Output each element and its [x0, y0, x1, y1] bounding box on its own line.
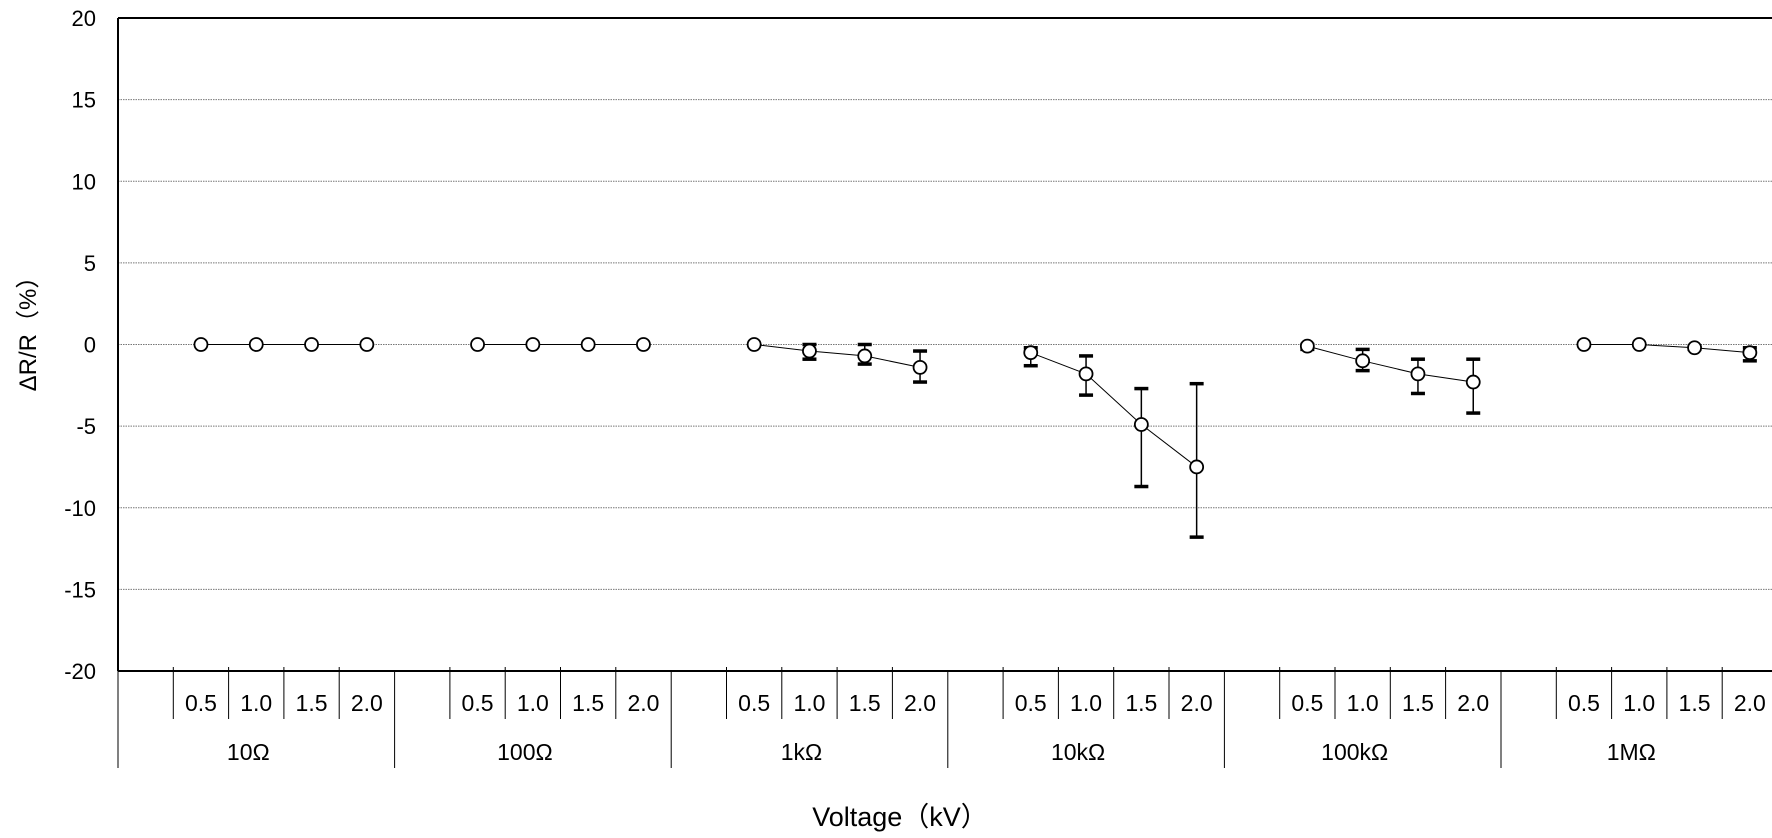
y-tick-labels: 20 15 10 5 0 -5 -10 -15 -20 — [64, 6, 96, 684]
voltage-tick-label: 1.5 — [572, 690, 604, 716]
series-line — [1307, 345, 1474, 383]
y-tick-label: 5 — [84, 251, 96, 276]
y-tick-label: 15 — [72, 88, 96, 113]
data-point — [1465, 374, 1481, 390]
y-tick-label: -10 — [64, 496, 96, 521]
voltage-tick-label: 0.5 — [462, 690, 494, 716]
resistance-group-label: 10Ω — [227, 739, 270, 765]
data-point — [1078, 366, 1094, 382]
data-point — [636, 337, 651, 352]
gridlines — [118, 99, 1772, 590]
data-point — [1410, 366, 1426, 382]
data-point — [1576, 337, 1592, 352]
voltage-tick-label: 1.5 — [849, 690, 881, 716]
voltage-tick-label: 2.0 — [1457, 690, 1489, 716]
axes — [117, 17, 1772, 672]
data-point — [1023, 345, 1039, 361]
resistance-group-label: 100kΩ — [1321, 739, 1388, 765]
data-point — [912, 359, 928, 375]
voltage-tick-label: 0.5 — [185, 690, 217, 716]
resistance-group-label: 1MΩ — [1607, 739, 1656, 765]
voltage-tick-label: 1.0 — [1623, 690, 1655, 716]
voltage-tick-label: 2.0 — [627, 690, 659, 716]
voltage-tick-label: 1.0 — [240, 690, 272, 716]
voltage-tick-label: 0.5 — [1568, 690, 1600, 716]
voltage-tick-label: 1.0 — [517, 690, 549, 716]
voltage-tick-label: 1.0 — [1070, 690, 1102, 716]
voltage-tick-label: 0.5 — [1015, 690, 1047, 716]
y-tick-label: -15 — [64, 577, 96, 602]
voltage-tick-label: 2.0 — [1734, 690, 1766, 716]
voltage-tick-label: 1.5 — [1125, 690, 1157, 716]
data-point — [746, 337, 762, 352]
y-tick-label: -5 — [76, 414, 96, 439]
voltage-tick-label: 1.0 — [1347, 690, 1379, 716]
data-point — [1189, 459, 1205, 475]
voltage-tick-label: 0.5 — [1291, 690, 1323, 716]
y-tick-label: 20 — [72, 6, 96, 31]
x-axis-label: Voltage（kV） — [812, 802, 988, 832]
data-point — [1687, 340, 1702, 356]
series-line — [1030, 352, 1197, 468]
data-point — [1742, 345, 1758, 361]
voltage-tick-label: 2.0 — [904, 690, 936, 716]
series-line — [1583, 344, 1750, 354]
resistance-group-label: 100Ω — [497, 739, 553, 765]
data-point — [802, 343, 817, 359]
data-point — [193, 337, 209, 352]
voltage-tick-label: 0.5 — [738, 690, 770, 716]
data-point — [1133, 417, 1149, 432]
data-point — [359, 337, 375, 352]
y-tick-label: -20 — [64, 659, 96, 684]
resistance-group-label: 1kΩ — [781, 739, 823, 765]
data-point — [857, 348, 873, 364]
y-tick-label: 0 — [84, 333, 96, 358]
y-axis-label: ΔR/R（%） — [15, 265, 42, 392]
data-point — [580, 337, 596, 352]
voltage-tick-label: 2.0 — [1181, 690, 1213, 716]
data-point — [1631, 337, 1647, 352]
voltage-tick-label: 1.5 — [1402, 690, 1434, 716]
voltage-tick-label: 2.0 — [351, 690, 383, 716]
data-series — [193, 337, 1758, 539]
data-point — [248, 337, 264, 352]
voltage-tick-label: 1.5 — [296, 690, 328, 716]
data-point — [525, 337, 541, 352]
voltage-tick-label: 1.5 — [1679, 690, 1711, 716]
data-point — [470, 337, 485, 352]
series-line — [754, 344, 921, 368]
data-point — [1299, 338, 1315, 354]
data-point — [304, 337, 319, 352]
resistance-group-label: 10kΩ — [1051, 739, 1105, 765]
data-point — [1355, 353, 1371, 369]
voltage-tick-label: 1.0 — [793, 690, 825, 716]
y-tick-label: 10 — [72, 169, 96, 194]
